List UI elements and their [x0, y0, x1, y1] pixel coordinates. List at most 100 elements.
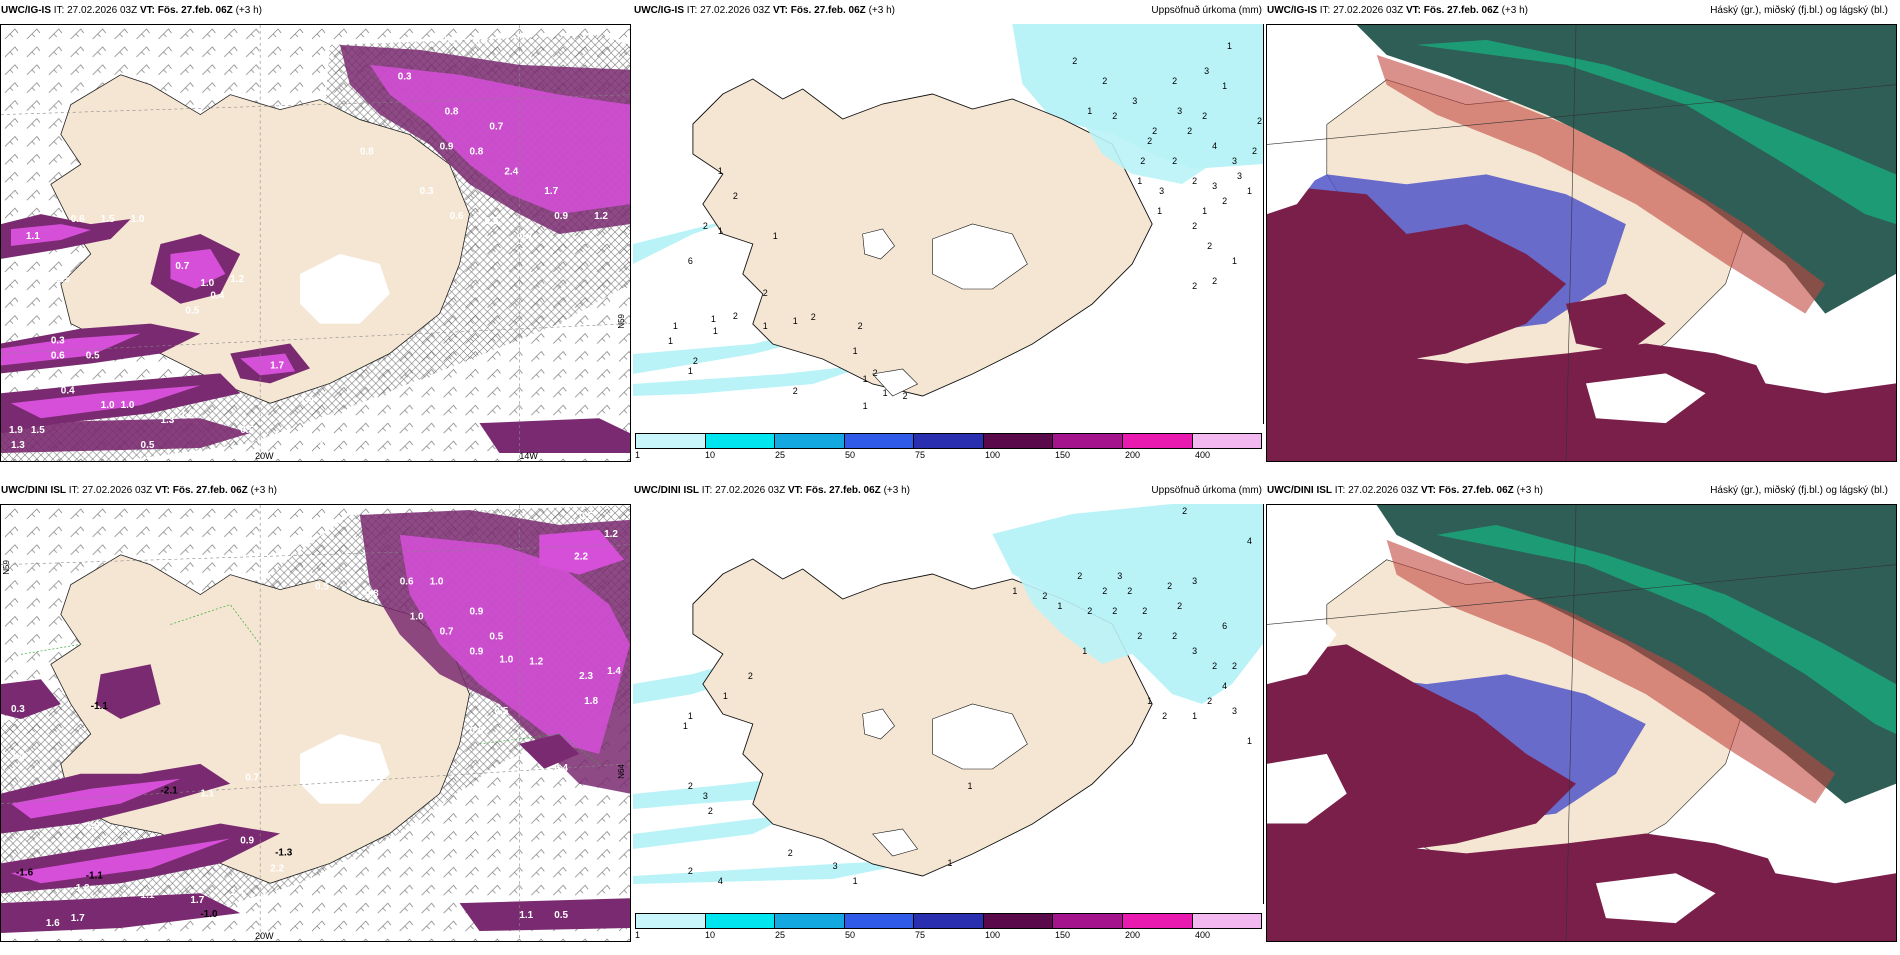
field-label: Uppsöfnuð úrkoma (mm) — [1151, 485, 1262, 496]
value-label: 2 — [1042, 591, 1047, 601]
value-label: 1.5 — [56, 274, 70, 285]
value-label: 1 — [688, 711, 693, 721]
value-label: 2 — [1152, 126, 1157, 136]
value-label: 3 — [1159, 186, 1164, 196]
model-name: UWC/DINI ISL — [1, 485, 66, 496]
map-cloud-cover — [1266, 504, 1897, 942]
value-label: 3 — [1117, 571, 1122, 581]
colorbar-bin — [1192, 434, 1262, 448]
value-label: 1 — [853, 346, 858, 356]
value-label: 2 — [748, 671, 753, 681]
value-label: 1.1 — [200, 789, 214, 800]
value-label: 2 — [1207, 696, 1212, 706]
colorbar-tick: 10 — [705, 450, 716, 460]
value-label: 2 — [1142, 606, 1147, 616]
value-label: 3 — [1212, 181, 1217, 191]
value-label: 2 — [1137, 631, 1142, 641]
value-label: 0.5 — [579, 511, 593, 522]
value-label: 0.9 — [240, 835, 254, 846]
colorbar-tick: 150 — [1055, 930, 1071, 940]
value-label: 2 — [1257, 116, 1262, 126]
valid-label: VT: — [139, 5, 155, 16]
precip-value-labels: 2 1 2 3 3 2 2 2 3 2 2 4 2 2 3 2 1 2 1 1 — [668, 41, 1262, 411]
value-label: 0.5 — [141, 440, 155, 451]
init-time: IT: 27.02.2026 03Z — [53, 5, 138, 16]
init-time: IT: 27.02.2026 03Z — [1319, 5, 1404, 16]
value-label: 2 — [1222, 196, 1227, 206]
value-label: 1 — [1202, 206, 1207, 216]
value-label: 1.8 — [584, 696, 598, 707]
value-label: 2 — [1192, 176, 1197, 186]
lead-time: (+3 h) — [250, 485, 277, 496]
value-label: 1 — [711, 314, 716, 324]
value-label: 0.5 — [240, 425, 254, 436]
field-label: Uppsöfnuð úrkoma (mm) — [1151, 5, 1262, 16]
value-label: 1 — [763, 321, 768, 331]
field-label: Háský (gr.), miðský (fj.bl.) og lágský (… — [1710, 5, 1888, 16]
colorbar-bin — [1053, 434, 1123, 448]
lon-label-east: 14W — [519, 451, 538, 461]
value-label: 1.7 — [544, 186, 558, 197]
value-label: 0.5 — [484, 216, 498, 227]
colorbar-bin — [636, 434, 706, 448]
value-label: -1.1 — [91, 701, 109, 712]
model-name: UWC/DINI ISL — [1267, 485, 1332, 496]
value-label: 0.6 — [450, 211, 464, 222]
value-label: 0.5 — [185, 306, 199, 317]
lead-time: (+3 h) — [1516, 485, 1543, 496]
valid-label: VT: — [787, 485, 803, 496]
value-label: 1.2 — [180, 410, 194, 421]
value-label: 0.8 — [400, 415, 414, 426]
colorbar-tick: 100 — [985, 930, 1001, 940]
value-label: 2 — [708, 806, 713, 816]
valid-label: VT: — [772, 5, 788, 16]
panel-title: UWC/DINI ISL IT: 27.02.2026 03Z VT: Fös.… — [1266, 480, 1900, 504]
init-time: IT: 27.02.2026 03Z — [1334, 485, 1419, 496]
value-label: 0.6 — [400, 577, 414, 588]
lon-label: 20W — [255, 931, 274, 941]
value-label: 1 — [1082, 646, 1087, 656]
value-label: 2 — [1187, 126, 1192, 136]
colorbar-tick: 50 — [845, 930, 856, 940]
model-name: UWC/IG-IS — [1267, 5, 1317, 16]
colorbar-bin — [1122, 914, 1193, 928]
value-label: 1 — [718, 226, 723, 236]
value-label: 0.7 — [519, 231, 533, 242]
value-label: 2 — [688, 781, 693, 791]
value-label: 0.9 — [554, 211, 568, 222]
colorbar-bin — [983, 434, 1054, 448]
colorbar-tick: 10 — [705, 930, 716, 940]
iceland-landmass — [692, 78, 1153, 397]
value-label: -1.6 — [16, 867, 34, 878]
valid-time: Fös. 27.feb. 06Z — [790, 5, 866, 16]
value-label: 1.2 — [594, 211, 608, 222]
lead-time: (+3 h) — [235, 5, 262, 16]
value-label: 2 — [1182, 506, 1187, 516]
value-label: 2 — [903, 391, 908, 401]
lead-time: (+3 h) — [883, 485, 910, 496]
value-label: 1.4 — [11, 751, 25, 762]
colorbar — [635, 433, 1262, 449]
colorbar-bin — [775, 434, 845, 448]
colorbar-tick: 200 — [1125, 930, 1141, 940]
value-label: 2.2 — [270, 863, 284, 874]
value-label: 1.4 — [230, 887, 244, 898]
colorbar-bin — [705, 914, 776, 928]
value-label: 1.0 — [200, 278, 214, 289]
value-label: 3 — [1204, 66, 1209, 76]
panel-title: UWC/IG-IS IT: 27.02.2026 03Z VT: Fös. 27… — [0, 0, 631, 24]
value-label: 1.0 — [410, 611, 424, 622]
value-label: 2 — [1177, 601, 1182, 611]
value-label: 1 — [1222, 81, 1227, 91]
value-label: 1.5 — [101, 214, 115, 225]
value-label: 0.5 — [315, 582, 329, 593]
value-label: 1 — [967, 781, 972, 791]
lon-label: 20W — [255, 451, 274, 461]
colorbar-tick: 25 — [775, 450, 786, 460]
value-label: 0.8 — [445, 107, 459, 118]
colorbar-bin — [1122, 434, 1193, 448]
value-label: 1 — [853, 876, 858, 886]
value-label: 0.3 — [11, 704, 25, 715]
value-label: 6 — [688, 256, 693, 266]
lead-time: (+3 h) — [868, 5, 895, 16]
